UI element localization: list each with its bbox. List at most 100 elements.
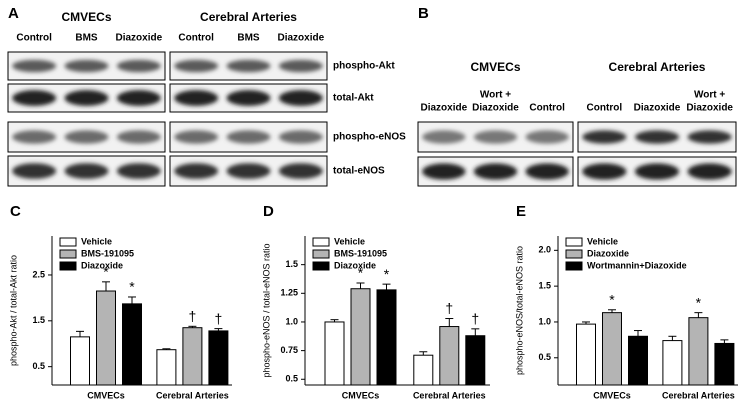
blot-band [278,130,323,144]
x-tick-label: CMVECs [87,390,125,400]
legend-swatch [59,261,77,271]
blot-band [525,130,569,144]
legend-swatch [312,237,330,247]
lane-label: Diazoxide [277,33,324,44]
blot-band [422,163,466,180]
bar [122,303,142,386]
lane-label: Diazoxide [420,103,467,114]
row-label: phospho-Akt [333,61,395,72]
blot-band [174,130,219,144]
row-label: total-eNOS [333,166,385,177]
bar [662,340,683,386]
legend-swatch [565,237,583,247]
y-tick-label: 0.5 [285,374,298,384]
legend-swatch [565,249,583,259]
row-label: total-Akt [333,93,374,104]
blot-band [226,163,271,179]
y-tick-label: 1.0 [538,316,551,326]
lane-label: Control [529,103,565,114]
y-tick-label: 1.5 [285,259,298,269]
lane-label: BMS [237,33,260,44]
blot-band [116,163,161,179]
legend-swatch [312,249,330,259]
y-axis-label: phospho-Akt / total-Akt ratio [8,255,18,366]
blot-band [12,59,57,73]
legend-label: Diazoxide [587,248,629,258]
panel-label: D [263,203,274,220]
y-axis-label: phospho-eNOS/total-eNOS ratio [514,246,524,375]
legend-swatch [59,249,77,259]
y-axis-label: phospho-eNOS / total-eNOS ratio [261,243,271,377]
legend-label: Wortmannin+Diazoxide [587,260,687,270]
significance-marker: * [384,266,390,282]
bar [576,323,596,386]
blot-band [582,130,627,144]
blot-band [278,163,323,179]
blot-band [687,163,732,180]
lane-label: Wort + [694,90,725,101]
bar [70,336,90,386]
significance-marker: † [471,311,479,327]
blot-band [174,163,219,179]
lane-label: Control [178,33,214,44]
blot-band [174,59,219,73]
x-tick-label: Cerebral Arteries [662,390,735,400]
blot-band [226,59,271,73]
group-title: CMVECs [470,60,520,74]
lane-label: Diazoxide [634,103,681,114]
y-tick-label: 1.25 [280,288,298,298]
blot-band [116,130,161,144]
lane-label: Control [587,103,623,114]
lane-label: Diazoxide [115,33,162,44]
lane-label: Wort + [480,90,511,101]
bar [628,335,648,386]
y-tick-label: 2.5 [32,269,45,279]
bar [439,326,460,386]
bar [324,321,345,386]
blot-band [422,130,466,144]
legend-label: Diazoxide [334,260,376,270]
legend-swatch [312,261,330,271]
blot-band [12,163,57,179]
panel-label: A [8,5,19,22]
blot-band [473,163,518,180]
legend-swatch [565,261,583,271]
blot-band [12,90,57,106]
panel-label: E [516,203,526,220]
legend-label: Diazoxide [81,260,123,270]
significance-marker: * [696,294,702,310]
lane-label: BMS [75,33,98,44]
y-tick-label: 1.5 [32,315,45,325]
x-tick-label: CMVECs [342,390,380,400]
group-title: Cerebral Arteries [609,60,706,74]
y-tick-label: 0.5 [538,352,551,362]
significance-marker: * [358,265,364,281]
bar [376,289,397,386]
legend-label: Vehicle [334,236,365,246]
y-tick-label: 1.5 [538,281,551,291]
bar [182,327,203,386]
panel-label: C [10,203,21,220]
blot-band [278,90,323,106]
significance-marker: † [189,308,197,324]
bar [156,349,177,386]
y-tick-label: 2.0 [538,245,551,255]
y-tick-label: 0.5 [32,361,45,371]
bar [465,335,486,386]
group-title: Cerebral Arteries [200,10,297,24]
blot-band [64,163,109,179]
blot-band [278,59,323,73]
row-label: phospho-eNOS [333,132,406,143]
blot-band [525,163,569,180]
blot-band [687,130,732,144]
x-tick-label: Cerebral Arteries [156,390,229,400]
y-tick-label: 0.75 [280,345,298,355]
bar [688,317,709,386]
legend-swatch [59,237,77,247]
legend-label: Vehicle [587,236,618,246]
blot-band [226,130,271,144]
blot-band [226,90,271,106]
legend-label: Vehicle [81,236,112,246]
blot-band [64,130,109,144]
